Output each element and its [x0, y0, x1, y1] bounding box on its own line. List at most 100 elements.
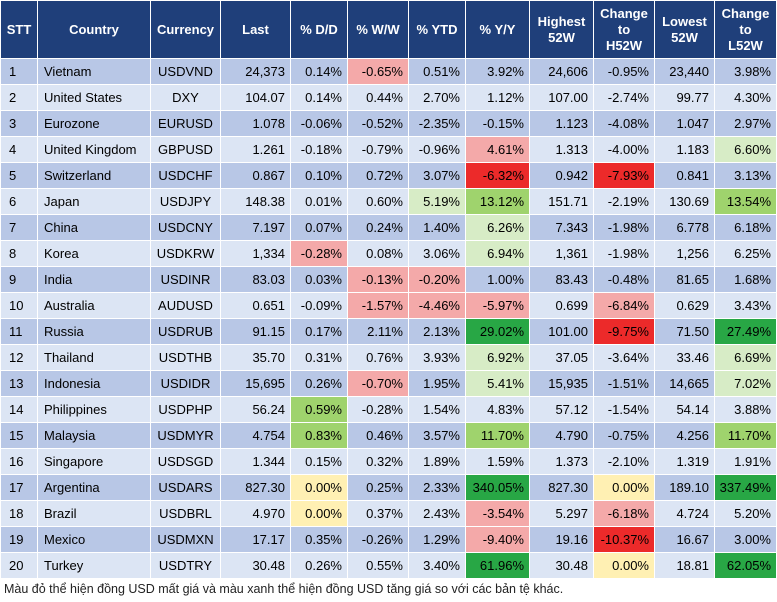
- header-ww: % W/W: [347, 0, 409, 59]
- header-l52: Lowest 52W: [654, 0, 715, 59]
- cell-ytd: 1.95%: [408, 370, 466, 397]
- cell-country: Korea: [37, 240, 151, 267]
- cell-last: 104.07: [220, 84, 291, 111]
- cell-last: 35.70: [220, 344, 291, 371]
- cell-last: 30.48: [220, 552, 291, 579]
- cell-yy: 1.00%: [465, 266, 530, 293]
- table-row: 2 United States DXY 104.07 0.14% 0.44% 2.70% 1.…: [0, 84, 777, 111]
- header-country: Country: [37, 0, 151, 59]
- table-row: 12 Thailand USDTHB 35.70 0.31% 0.76% 3.93% 6.92…: [0, 344, 777, 371]
- cell-yy: 1.12%: [465, 84, 530, 111]
- cell-cl52: 6.60%: [714, 136, 777, 163]
- cell-stt: 20: [0, 552, 38, 579]
- cell-last: 4.970: [220, 500, 291, 527]
- cell-yy: 340.05%: [465, 474, 530, 501]
- cell-ww: -0.65%: [347, 58, 409, 85]
- header-label: % D/D: [300, 21, 338, 37]
- cell-yy: -3.54%: [465, 500, 530, 527]
- cell-dd: 0.03%: [290, 266, 348, 293]
- cell-country: Mexico: [37, 526, 151, 553]
- cell-cl52: 3.43%: [714, 292, 777, 319]
- cell-last: 24,373: [220, 58, 291, 85]
- cell-stt: 8: [0, 240, 38, 267]
- cell-dd: 0.00%: [290, 474, 348, 501]
- cell-last: 1,334: [220, 240, 291, 267]
- cell-last: 56.24: [220, 396, 291, 423]
- cell-ch52: -10.37%: [593, 526, 655, 553]
- cell-h52: 827.30: [529, 474, 594, 501]
- cell-l52: 1,256: [654, 240, 715, 267]
- cell-yy: -6.32%: [465, 162, 530, 189]
- cell-dd: 0.59%: [290, 396, 348, 423]
- cell-h52: 0.942: [529, 162, 594, 189]
- cell-last: 7.197: [220, 214, 291, 241]
- cell-cl52: 3.88%: [714, 396, 777, 423]
- header-label: Country: [69, 21, 119, 37]
- header-dd: % D/D: [290, 0, 348, 59]
- cell-cl52: 6.69%: [714, 344, 777, 371]
- cell-currency: USDBRL: [150, 500, 221, 527]
- cell-last: 15,695: [220, 370, 291, 397]
- cell-dd: -0.28%: [290, 240, 348, 267]
- table-row: 20 Turkey USDTRY 30.48 0.26% 0.55% 3.40% 61.96%…: [0, 552, 777, 579]
- cell-ytd: 3.07%: [408, 162, 466, 189]
- cell-country: Switzerland: [37, 162, 151, 189]
- cell-ww: -0.52%: [347, 110, 409, 137]
- header-label: H52W: [605, 37, 643, 53]
- cell-h52: 151.71: [529, 188, 594, 215]
- cell-currency: USDCHF: [150, 162, 221, 189]
- cell-ch52: -9.75%: [593, 318, 655, 345]
- cell-ytd: -0.96%: [408, 136, 466, 163]
- cell-yy: 61.96%: [465, 552, 530, 579]
- cell-l52: 18.81: [654, 552, 715, 579]
- cell-h52: 1.373: [529, 448, 594, 475]
- header-label: % W/W: [356, 21, 400, 37]
- cell-ww: -0.70%: [347, 370, 409, 397]
- cell-last: 827.30: [220, 474, 291, 501]
- cell-l52: 1.319: [654, 448, 715, 475]
- cell-ch52: -2.74%: [593, 84, 655, 111]
- header-label: to: [617, 21, 631, 37]
- cell-l52: 1.047: [654, 110, 715, 137]
- cell-yy: -9.40%: [465, 526, 530, 553]
- cell-h52: 4.790: [529, 422, 594, 449]
- cell-ytd: 1.40%: [408, 214, 466, 241]
- cell-dd: -0.18%: [290, 136, 348, 163]
- cell-h52: 107.00: [529, 84, 594, 111]
- cell-h52: 7.343: [529, 214, 594, 241]
- table-body: 1 Vietnam USDVND 24,373 0.14% -0.65% 0.51% 3.92…: [0, 58, 777, 579]
- cell-cl52: 11.70%: [714, 422, 777, 449]
- cell-ch52: 0.00%: [593, 552, 655, 579]
- cell-country: Indonesia: [37, 370, 151, 397]
- cell-yy: 4.83%: [465, 396, 530, 423]
- cell-stt: 14: [0, 396, 38, 423]
- cell-dd: 0.01%: [290, 188, 348, 215]
- cell-yy: -0.15%: [465, 110, 530, 137]
- header-label: 52W: [671, 29, 698, 45]
- cell-yy: -5.97%: [465, 292, 530, 319]
- cell-h52: 0.699: [529, 292, 594, 319]
- cell-ww: 0.76%: [347, 344, 409, 371]
- header-label: L52W: [728, 37, 763, 53]
- cell-ch52: -7.93%: [593, 162, 655, 189]
- cell-ytd: 3.93%: [408, 344, 466, 371]
- cell-yy: 3.92%: [465, 58, 530, 85]
- cell-ww: 0.44%: [347, 84, 409, 111]
- cell-yy: 6.94%: [465, 240, 530, 267]
- header-cl52: Change to L52W: [714, 0, 777, 59]
- cell-stt: 6: [0, 188, 38, 215]
- cell-l52: 71.50: [654, 318, 715, 345]
- cell-ytd: 1.54%: [408, 396, 466, 423]
- cell-country: Australia: [37, 292, 151, 319]
- cell-l52: 4.256: [654, 422, 715, 449]
- header-label: to: [739, 21, 752, 37]
- cell-yy: 6.92%: [465, 344, 530, 371]
- cell-h52: 83.43: [529, 266, 594, 293]
- cell-last: 1.261: [220, 136, 291, 163]
- cell-ch52: -3.64%: [593, 344, 655, 371]
- table-row: 1 Vietnam USDVND 24,373 0.14% -0.65% 0.51% 3.92…: [0, 58, 777, 85]
- cell-ch52: -0.48%: [593, 266, 655, 293]
- cell-yy: 29.02%: [465, 318, 530, 345]
- header-label: Change: [721, 5, 770, 21]
- cell-l52: 54.14: [654, 396, 715, 423]
